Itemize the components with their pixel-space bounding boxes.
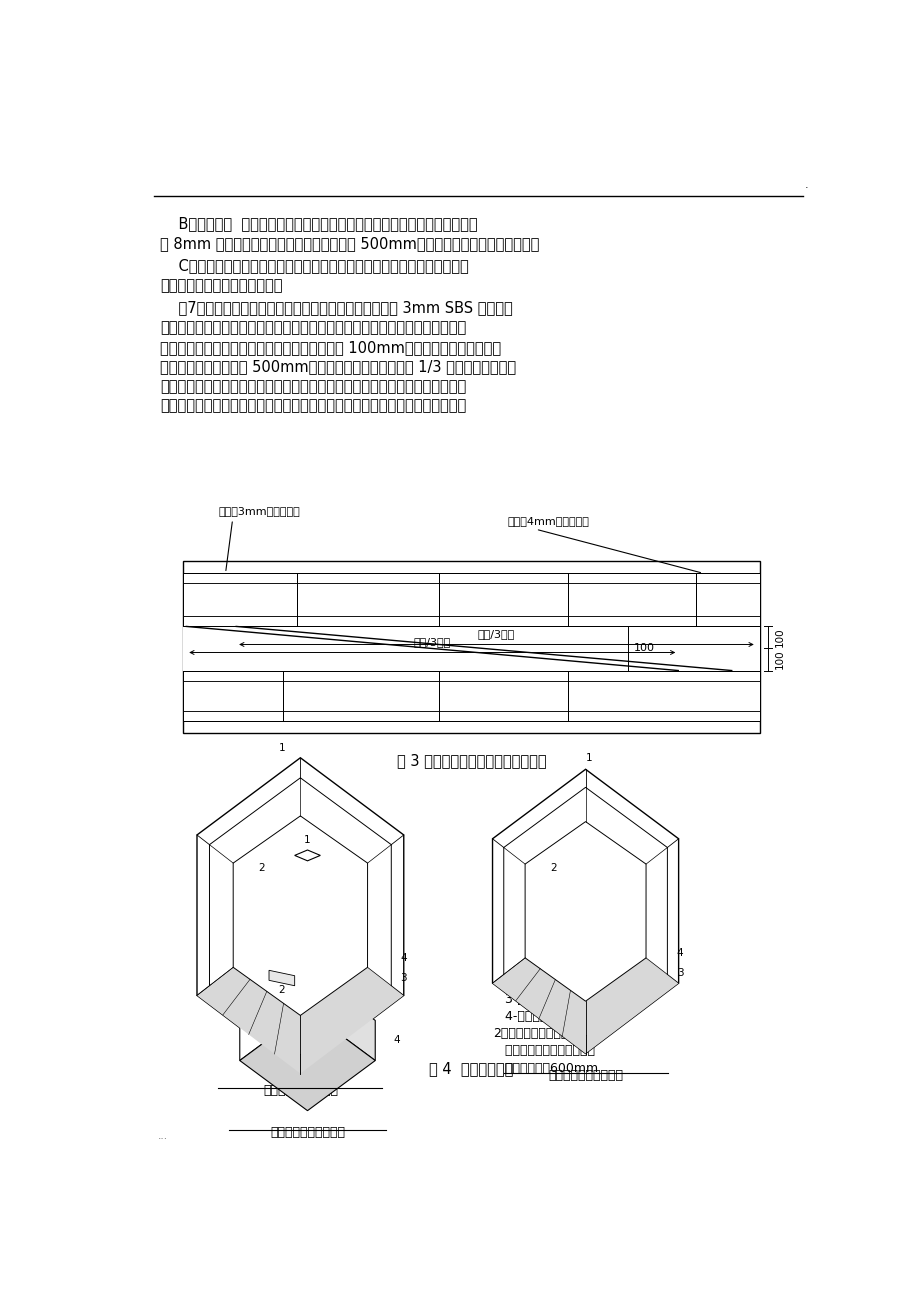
Bar — [183, 573, 297, 626]
Bar — [696, 573, 759, 626]
Text: 100: 100 — [774, 650, 784, 669]
Bar — [282, 671, 439, 721]
Text: 第一层4mm厚防水卷材: 第一层4mm厚防水卷材 — [506, 516, 588, 526]
Bar — [183, 573, 297, 626]
Polygon shape — [236, 626, 759, 671]
Text: 大幅/3幅宽: 大幅/3幅宽 — [414, 638, 450, 647]
Text: 4: 4 — [392, 1035, 399, 1046]
Polygon shape — [233, 816, 368, 1016]
Text: 2: 2 — [550, 863, 556, 874]
Polygon shape — [504, 788, 666, 1035]
Bar — [183, 626, 759, 671]
Text: 阴角的第一层油毡铺贴: 阴角的第一层油毡铺贴 — [263, 1083, 337, 1096]
Text: 防水卷材。上下两层卷材不得垂直粘贴，两层卷材间必须满贴，热熔施工时压出: 防水卷材。上下两层卷材不得垂直粘贴，两层卷材间必须满贴，热熔施工时压出 — [160, 320, 466, 335]
Bar — [439, 671, 567, 721]
Bar — [439, 573, 567, 626]
Bar — [282, 671, 439, 721]
Text: 距墙根不小于600mm: 距墙根不小于600mm — [493, 1061, 597, 1074]
Bar — [439, 671, 567, 721]
Text: 1: 1 — [585, 753, 592, 763]
Text: 后报项目质检员验收，合格后报监理验收，填写《隐蔽工程验收记录》并签字。: 后报项目质检员验收，合格后报监理验收，填写《隐蔽工程验收记录》并签字。 — [160, 398, 466, 413]
Polygon shape — [307, 850, 320, 975]
Text: 4: 4 — [676, 948, 683, 958]
Text: 《隐蔽工程验收记录》并签字。: 《隐蔽工程验收记录》并签字。 — [160, 279, 282, 293]
Text: 卷材的接缝应留在地面上，: 卷材的接缝应留在地面上， — [493, 1044, 595, 1057]
Text: 3-找平层: 3-找平层 — [493, 993, 539, 1006]
Text: 1: 1 — [304, 835, 311, 845]
Text: 2: 2 — [257, 863, 264, 874]
Text: 图 3 第一层与第二层防水卷材铺设图: 图 3 第一层与第二层防水卷材铺设图 — [396, 753, 546, 768]
Text: C．验收：施工队自检合格后报项目质检员验收，合格后报监理验收，填写: C．验收：施工队自检合格后报项目质检员验收，合格后报监理验收，填写 — [160, 259, 468, 273]
Text: 阳角的第一层油毡铺贴: 阳角的第一层油毡铺贴 — [269, 1126, 345, 1139]
Text: 1: 1 — [279, 742, 286, 753]
Polygon shape — [492, 769, 678, 1053]
Polygon shape — [210, 777, 391, 1053]
Polygon shape — [183, 626, 677, 671]
Text: 2：在立面和底面的转角处，: 2：在立面和底面的转角处， — [493, 1027, 590, 1040]
Polygon shape — [294, 850, 320, 861]
Bar — [183, 561, 759, 733]
Polygon shape — [492, 958, 678, 1053]
Text: B．热熔封边  卷材接缝处用喷枪加热，压合至边缘挤出沥青粘牛（沥青胶溢: B．热熔封边 卷材接缝处用喷枪加热，压合至边缘挤出沥青粘牛（沥青胶溢 — [160, 216, 477, 232]
Text: ...: ... — [158, 1130, 168, 1141]
Bar — [696, 573, 759, 626]
Text: 缝应错开，且不得小于 500mm，上下层卷材长边接缝错开 1/3 幅宽，在卷材上用: 缝应错开，且不得小于 500mm，上下层卷材长边接缝错开 1/3 幅宽，在卷材上… — [160, 359, 516, 374]
Bar — [297, 573, 439, 626]
Text: 4-防水卷材: 4-防水卷材 — [493, 1010, 547, 1023]
Bar — [297, 573, 439, 626]
Polygon shape — [197, 967, 403, 1074]
Text: 图 4  防水角部构造: 图 4 防水角部构造 — [429, 1061, 513, 1077]
Polygon shape — [197, 758, 403, 1074]
Bar — [183, 671, 282, 721]
Polygon shape — [307, 970, 375, 1061]
Polygon shape — [268, 970, 294, 986]
Text: 100: 100 — [632, 643, 653, 654]
Text: 第二层3mm厚防水卷材: 第二层3mm厚防水卷材 — [218, 506, 300, 516]
Bar — [567, 573, 696, 626]
Polygon shape — [186, 626, 731, 671]
Polygon shape — [294, 850, 307, 975]
Text: 2-角部加固层: 2-角部加固层 — [493, 976, 554, 990]
Text: （7）铺贴第二层卷材防水：采用热熔法施工，材料采用 3mm SBS 改性沥青: （7）铺贴第二层卷材防水：采用热熔法施工，材料采用 3mm SBS 改性沥青 — [160, 301, 512, 315]
Polygon shape — [525, 822, 645, 1001]
Text: 100: 100 — [774, 628, 784, 647]
Text: 出 8mm 宽）。卷材末端甩出施工范围不小于 500mm，以便以后接头施工外墙防水。: 出 8mm 宽）。卷材末端甩出施工范围不小于 500mm，以便以后接头施工外墙防… — [160, 236, 539, 251]
Bar — [567, 671, 759, 721]
Text: 3: 3 — [676, 969, 683, 978]
Text: 4: 4 — [400, 953, 406, 963]
Text: 空气，防止空鼓，封边密实。长边短边搭接均为 100mm，相邻两幅卷材短边搭接: 空气，防止空鼓，封边密实。长边短边搭接均为 100mm，相邻两幅卷材短边搭接 — [160, 340, 501, 354]
Text: ·: · — [804, 184, 808, 193]
Text: 2: 2 — [278, 986, 284, 995]
Text: 大幅/3幅宽: 大幅/3幅宽 — [477, 629, 515, 639]
Bar — [439, 573, 567, 626]
Bar — [183, 671, 282, 721]
Bar — [567, 671, 759, 721]
Text: 1:1-转折处加固层: 1:1-转折处加固层 — [493, 960, 562, 973]
Text: 说明：: 说明： — [493, 940, 516, 953]
Bar — [567, 573, 696, 626]
Text: 阴角的第二层油毡铺贴: 阴角的第二层油毡铺贴 — [548, 1069, 622, 1082]
Polygon shape — [240, 1010, 375, 1111]
Polygon shape — [240, 970, 307, 1061]
Text: 红粉笔画出控制线，卷材试铺定位。且上下不得相互垂直铺贴。施工队自检合格: 红粉笔画出控制线，卷材试铺定位。且上下不得相互垂直铺贴。施工队自检合格 — [160, 379, 466, 393]
Text: 3: 3 — [400, 974, 406, 983]
